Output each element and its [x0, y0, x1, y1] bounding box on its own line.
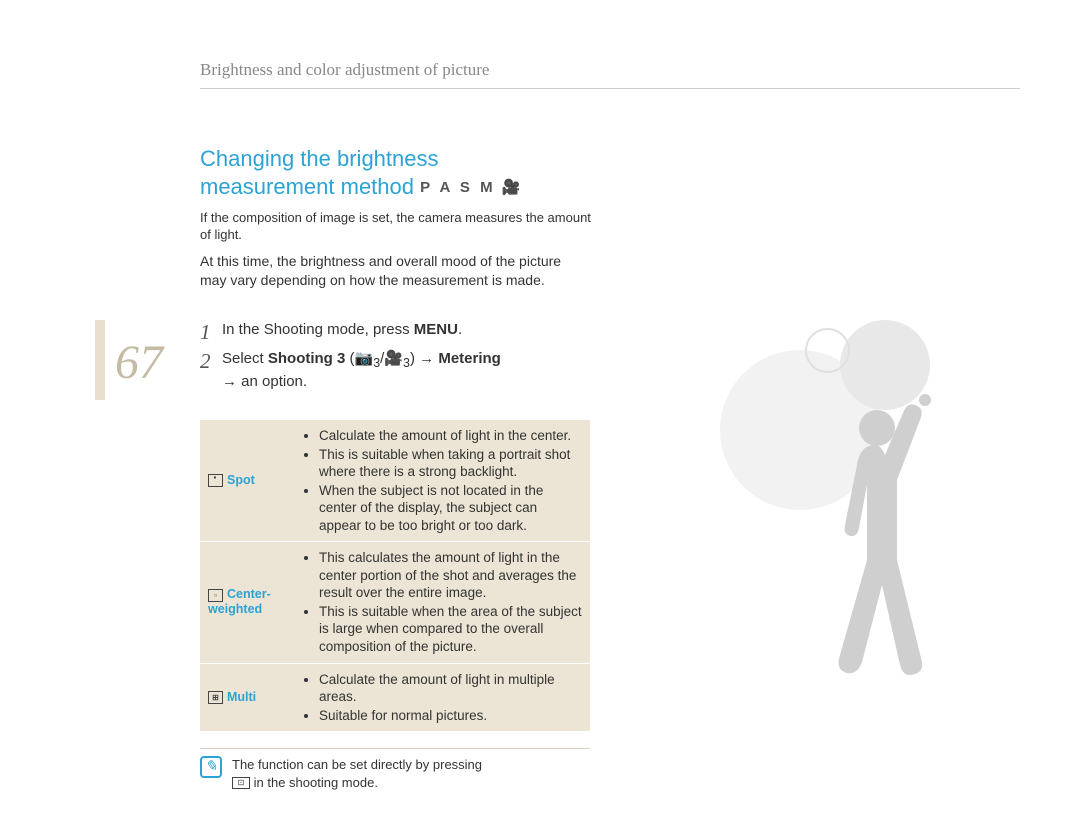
- page-number: 67: [115, 335, 163, 390]
- step-text-bold: Shooting 3: [268, 350, 346, 367]
- option-label-cell: Spot: [200, 420, 295, 542]
- step-2: 2 Select Shooting 3 (📷3/🎥3) → Metering →…: [200, 349, 600, 392]
- title-line-1: Changing the brightness: [200, 146, 439, 171]
- option-desc-cell: Calculate the amount of light in multipl…: [295, 663, 590, 731]
- option-bullet: Suitable for normal pictures.: [319, 707, 582, 725]
- table-row: ▫Center-weighted This calculates the amo…: [200, 542, 590, 663]
- option-bullet: This is suitable when taking a portrait …: [319, 446, 582, 481]
- step-1: 1 In the Shooting mode, press MENU.: [200, 320, 600, 345]
- note-text-pre: The function can be set directly by pres…: [232, 757, 482, 772]
- intro-body: At this time, the brightness and overall…: [200, 252, 590, 290]
- page-number-accent: [95, 320, 105, 400]
- option-bullet: Calculate the amount of light in multipl…: [319, 671, 582, 706]
- step-text-pre: Select: [222, 350, 268, 367]
- note-icon: ✎: [200, 756, 222, 778]
- option-bullet: Calculate the amount of light in the cen…: [319, 427, 582, 445]
- intro-small: If the composition of image is set, the …: [200, 210, 600, 244]
- option-label-cell: ⊞ Multi: [200, 663, 295, 731]
- option-desc-cell: This calculates the amount of light in t…: [295, 542, 590, 663]
- metering-glyph-icon: ⊡: [232, 777, 250, 789]
- step-text-bold2: Metering: [438, 350, 501, 367]
- step-number: 2: [200, 349, 222, 392]
- decorative-figure: [690, 320, 1010, 720]
- option-label: Multi: [227, 690, 256, 704]
- note-text: The function can be set directly by pres…: [232, 756, 482, 791]
- child-silhouette-icon: [785, 390, 955, 710]
- step-number: 1: [200, 320, 222, 345]
- header-divider: [200, 88, 1020, 89]
- breadcrumb: Brightness and color adjustment of pictu…: [200, 60, 489, 80]
- mode-icons: P A S M: [420, 178, 495, 195]
- note-divider: [200, 748, 590, 749]
- note-text-post: in the shooting mode.: [254, 775, 378, 790]
- step-text: Select Shooting 3 (📷3/🎥3) → Metering → a…: [222, 349, 501, 392]
- option-bullet: This is suitable when the area of the su…: [319, 603, 582, 656]
- steps-list: 1 In the Shooting mode, press MENU. 2 Se…: [200, 320, 600, 396]
- option-label: Spot: [227, 473, 255, 487]
- option-desc-cell: Calculate the amount of light in the cen…: [295, 420, 590, 542]
- table-row: ⊞ Multi Calculate the amount of light in …: [200, 663, 590, 731]
- option-bullet: This calculates the amount of light in t…: [319, 549, 582, 602]
- step-text-post: .: [458, 321, 462, 338]
- spot-icon: [208, 474, 223, 487]
- step-text-bold: MENU: [414, 321, 458, 338]
- title-line-2: measurement method: [200, 174, 414, 199]
- step-mode-icons: (📷3/🎥3) →: [345, 350, 438, 367]
- center-weighted-icon: ▫: [208, 589, 223, 602]
- note-box: ✎ The function can be set directly by pr…: [200, 756, 590, 791]
- step-text: In the Shooting mode, press MENU.: [222, 320, 462, 345]
- option-bullet: When the subject is not located in the c…: [319, 482, 582, 535]
- step-text-post2: → an option.: [222, 373, 307, 390]
- step-text-pre: In the Shooting mode, press: [222, 321, 414, 338]
- bg-circle-small: [805, 328, 850, 373]
- option-label-cell: ▫Center-weighted: [200, 542, 295, 663]
- video-mode-icon: 🎥: [502, 178, 521, 195]
- section-title: Changing the brightness measurement meth…: [200, 145, 590, 200]
- multi-icon: ⊞: [208, 691, 223, 704]
- metering-options-table: Spot Calculate the amount of light in th…: [200, 420, 590, 731]
- table-row: Spot Calculate the amount of light in th…: [200, 420, 590, 542]
